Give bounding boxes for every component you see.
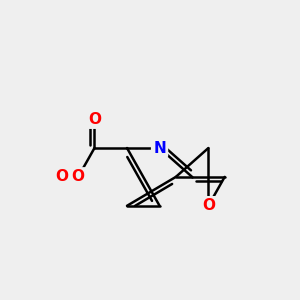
Text: O: O [88,112,101,127]
Text: O: O [72,169,85,184]
Text: N: N [153,140,166,155]
Text: O: O [56,169,68,184]
Text: O: O [202,198,215,213]
